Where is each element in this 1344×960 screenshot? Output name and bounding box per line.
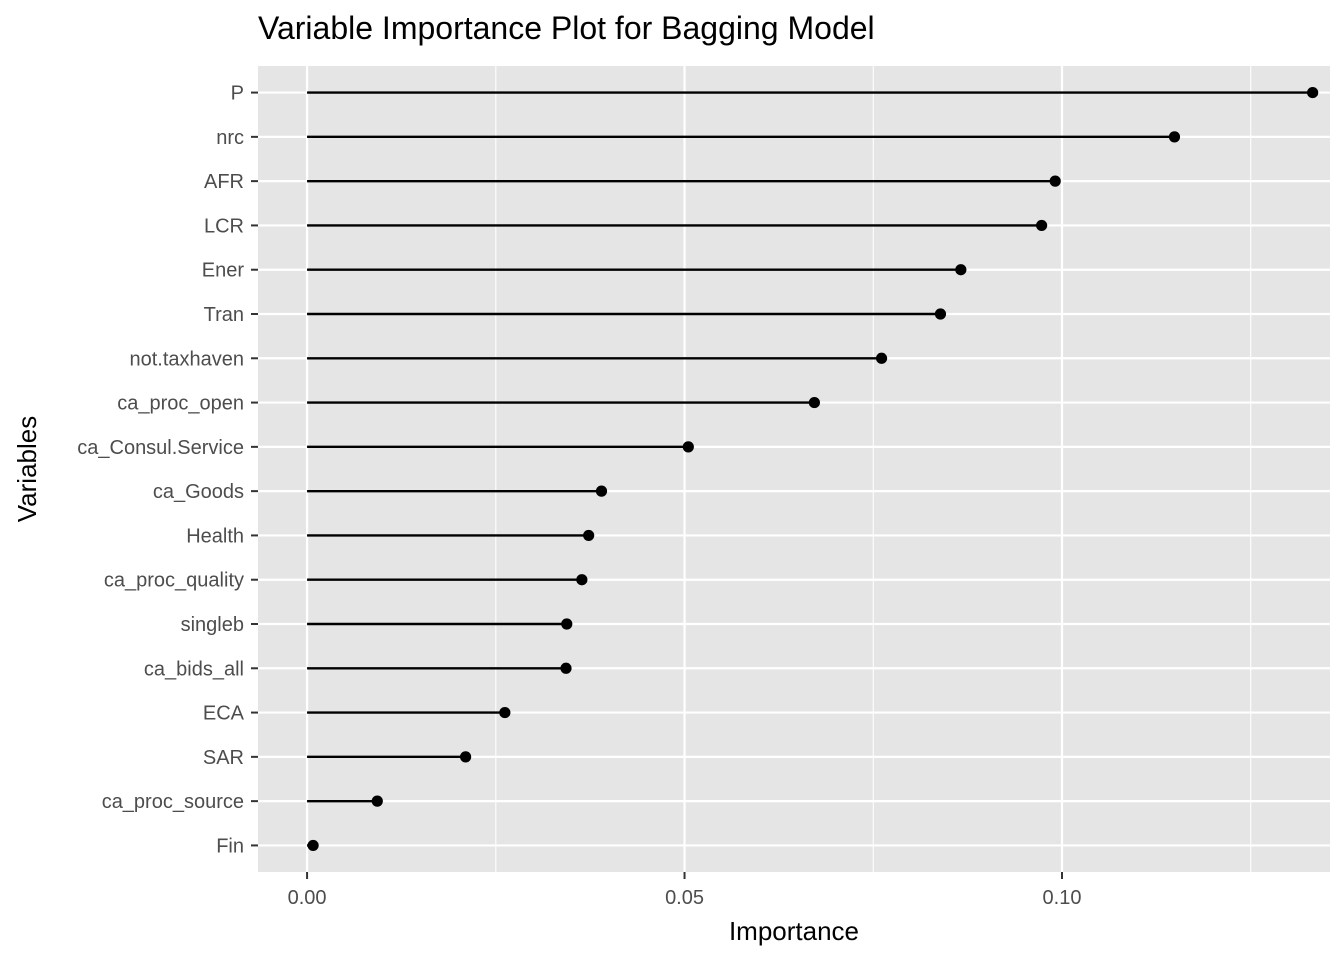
lollipop-point — [499, 706, 511, 719]
lollipop-point — [576, 574, 588, 586]
y-tick-label: ECA — [203, 703, 245, 725]
lollipop-point — [1168, 131, 1181, 143]
y-tick-label: ca_proc_quality — [104, 570, 244, 592]
y-tick-label: Tran — [204, 304, 244, 326]
y-tick-label: nrc — [216, 127, 244, 149]
y-tick-label: ca_proc_source — [102, 791, 244, 813]
x-axis-title: Importance — [729, 916, 859, 946]
y-tick-label: Fin — [216, 835, 244, 857]
y-tick-label: not.taxhaven — [129, 348, 244, 370]
lollipop-point — [682, 441, 694, 453]
chart-title: Variable Importance Plot for Bagging Mod… — [258, 10, 875, 46]
lollipop-point — [1049, 175, 1061, 187]
y-tick-label: ca_Goods — [153, 481, 244, 503]
lollipop-point — [1036, 219, 1048, 232]
x-tick-label: 0.10 — [1043, 887, 1082, 909]
y-tick-label: LCR — [204, 215, 244, 237]
y-tick-label: singleb — [181, 614, 244, 636]
lollipop-point — [808, 396, 820, 409]
x-tick-label: 0.05 — [665, 887, 704, 909]
y-tick-label: Ener — [202, 260, 245, 282]
lollipop-point — [955, 264, 967, 276]
lollipop-point — [875, 352, 888, 364]
lollipop-point — [560, 662, 572, 674]
y-tick-label: ca_Consul.Service — [77, 437, 244, 459]
y-tick-label: Health — [186, 525, 244, 547]
plot-panel — [258, 66, 1330, 872]
lollipop-point — [371, 795, 383, 807]
lollipop-point — [1307, 86, 1319, 99]
lollipop-point — [460, 751, 472, 763]
y-tick-label: ca_bids_all — [144, 658, 244, 680]
y-tick-label: AFR — [204, 171, 244, 193]
x-tick-label: 0.00 — [288, 887, 327, 909]
lollipop-point — [561, 618, 573, 630]
y-tick-label: ca_proc_open — [117, 393, 244, 415]
y-axis-title: Variables — [12, 416, 42, 522]
lollipop-marks — [307, 86, 1319, 852]
lollipop-point — [307, 839, 319, 852]
lollipop-point — [583, 529, 595, 542]
y-tick-label: P — [231, 83, 244, 105]
lollipop-point — [934, 308, 947, 320]
lollipop-point — [595, 485, 608, 497]
y-tick-label: SAR — [203, 747, 244, 769]
